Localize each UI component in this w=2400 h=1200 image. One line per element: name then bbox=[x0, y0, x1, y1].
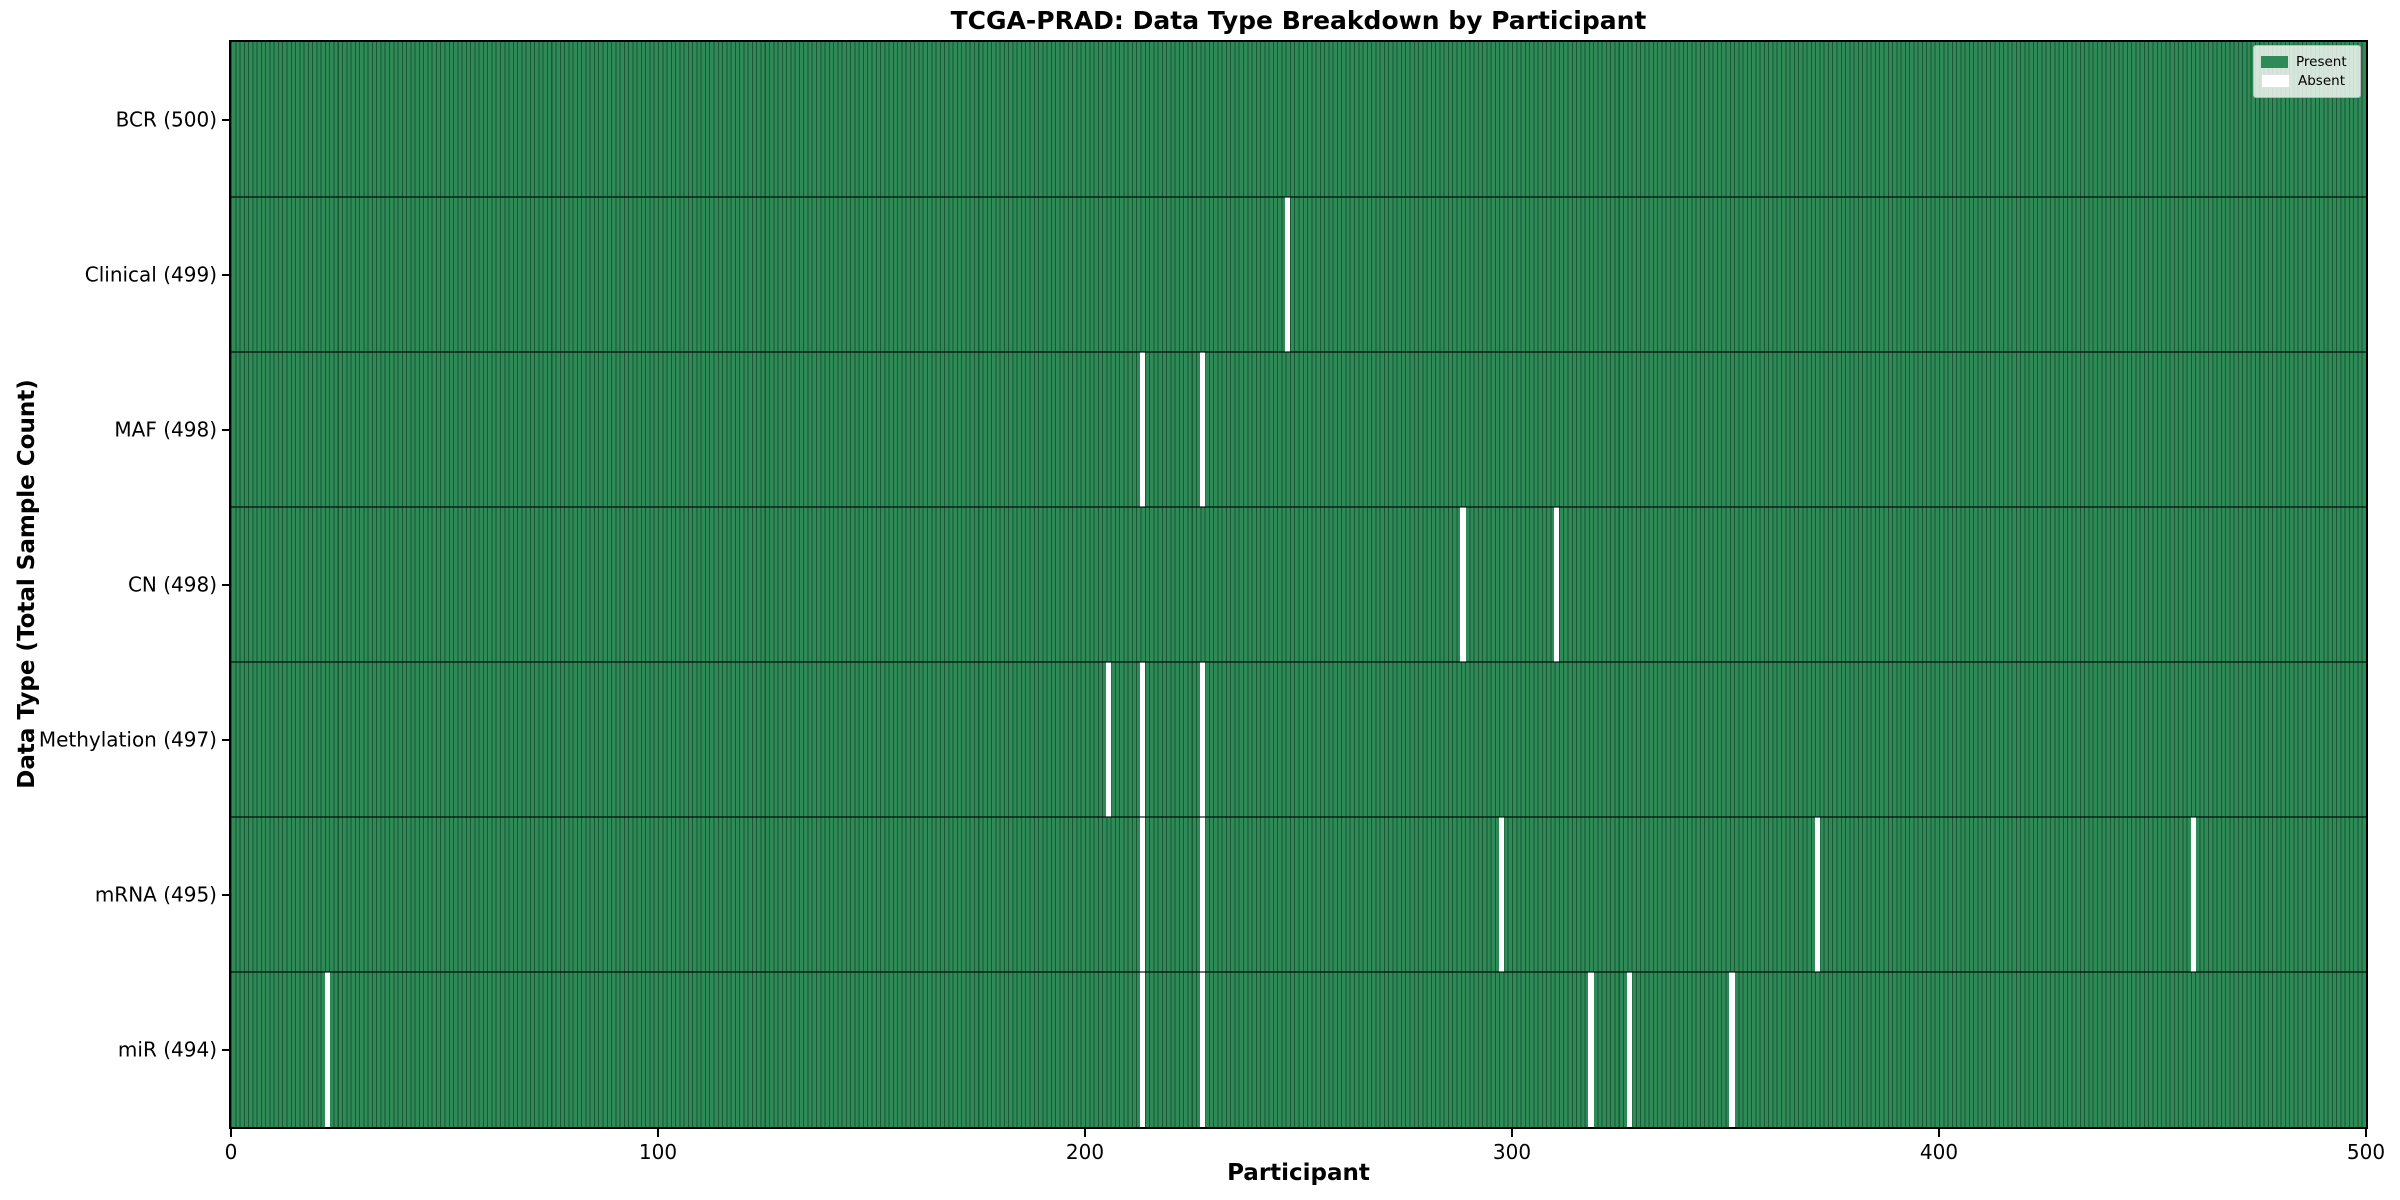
x-tick-mark bbox=[1511, 1128, 1513, 1137]
row-separator bbox=[231, 351, 2366, 353]
x-axis-title: Participant bbox=[1227, 1160, 1370, 1186]
row-separator bbox=[231, 506, 2366, 508]
plot-area bbox=[229, 40, 2368, 1129]
row-separator bbox=[231, 971, 2366, 973]
x-tick-label: 500 bbox=[2346, 1140, 2386, 1164]
x-tick-mark bbox=[1938, 1128, 1940, 1137]
y-tick-mark bbox=[222, 893, 230, 896]
absent-cell bbox=[1140, 352, 1146, 507]
y-tick-mark bbox=[222, 428, 230, 431]
absent-cell bbox=[1199, 817, 1206, 972]
absent-swatch bbox=[2261, 74, 2290, 88]
legend-entry-absent: Absent bbox=[2261, 73, 2353, 89]
x-tick-mark bbox=[1084, 1128, 1086, 1137]
x-tick-label: 300 bbox=[1492, 1140, 1532, 1164]
absent-cell bbox=[2190, 817, 2196, 972]
row-separator bbox=[231, 196, 2366, 198]
legend: Present Absent bbox=[2253, 45, 2361, 98]
absent-cell bbox=[1626, 972, 1633, 1127]
absent-cell bbox=[1105, 662, 1112, 817]
y-tick-mark bbox=[222, 1048, 230, 1051]
absent-cell bbox=[1199, 662, 1206, 817]
x-tick-label: 100 bbox=[638, 1140, 678, 1164]
y-axis-title: Data Type (Total Sample Count) bbox=[14, 379, 40, 789]
x-tick-mark bbox=[230, 1128, 232, 1137]
y-tick-mark bbox=[222, 118, 230, 121]
absent-cell bbox=[1498, 817, 1504, 972]
y-tick-label: miR (494) bbox=[117, 1037, 217, 1062]
x-tick-label: 200 bbox=[1065, 1140, 1105, 1164]
absent-cell bbox=[1729, 972, 1735, 1127]
absent-cell bbox=[1588, 972, 1594, 1127]
legend-label-present: Present bbox=[2296, 54, 2347, 70]
absent-cell bbox=[1554, 507, 1560, 662]
present-swatch bbox=[2261, 56, 2288, 68]
absent-cell bbox=[1285, 197, 1291, 352]
x-tick-mark bbox=[2365, 1128, 2367, 1137]
absent-cell bbox=[1140, 817, 1146, 972]
legend-entry-present: Present bbox=[2261, 54, 2353, 70]
legend-label-absent: Absent bbox=[2298, 73, 2345, 89]
absent-cell bbox=[1140, 662, 1146, 817]
absent-cell bbox=[1814, 817, 1820, 972]
x-tick-label: 400 bbox=[1919, 1140, 1959, 1164]
y-tick-label: mRNA (495) bbox=[94, 882, 217, 907]
absent-cell bbox=[1140, 972, 1146, 1127]
y-tick-label: Methylation (497) bbox=[38, 727, 217, 752]
row-separator bbox=[231, 816, 2366, 818]
absent-cell bbox=[1199, 972, 1206, 1127]
y-tick-label: Clinical (499) bbox=[84, 262, 217, 287]
x-tick-label: 0 bbox=[224, 1140, 238, 1164]
y-tick-mark bbox=[222, 583, 230, 586]
y-tick-mark bbox=[222, 273, 230, 276]
y-tick-label: MAF (498) bbox=[114, 417, 217, 442]
absent-cell bbox=[324, 972, 330, 1127]
x-tick-mark bbox=[657, 1128, 659, 1137]
chart-title: TCGA-PRAD: Data Type Breakdown by Partic… bbox=[950, 6, 1647, 35]
row-separator bbox=[231, 661, 2366, 663]
y-tick-mark bbox=[222, 738, 230, 741]
absent-cell bbox=[1199, 352, 1206, 507]
y-tick-label: BCR (500) bbox=[115, 107, 217, 132]
absent-cell bbox=[1460, 507, 1466, 662]
y-tick-label: CN (498) bbox=[127, 572, 217, 597]
